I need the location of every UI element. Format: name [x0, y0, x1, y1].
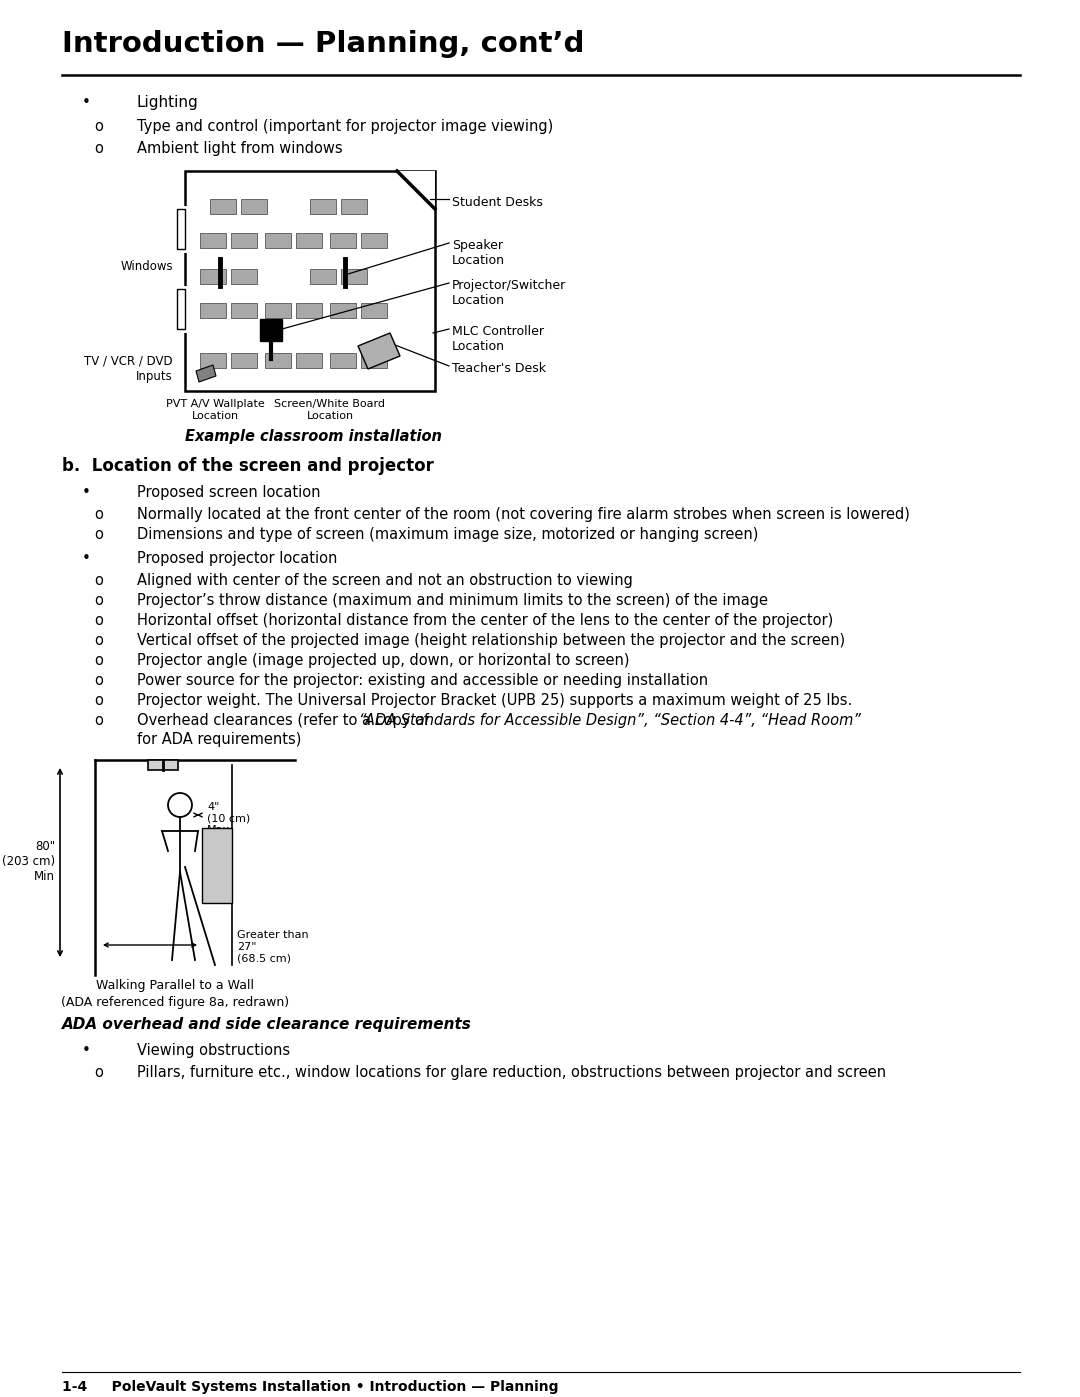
Bar	[177, 289, 185, 330]
Bar	[231, 233, 257, 249]
Text: o: o	[94, 1065, 103, 1080]
Text: Ambient light from windows: Ambient light from windows	[137, 141, 342, 156]
Bar	[210, 198, 237, 214]
Bar	[260, 319, 282, 341]
Bar	[202, 828, 232, 902]
Text: Proposed screen location: Proposed screen location	[137, 485, 321, 500]
Bar	[185, 170, 435, 391]
Text: PVT A/V Wallplate
Location: PVT A/V Wallplate Location	[165, 400, 265, 420]
Text: •: •	[82, 95, 91, 110]
Text: Teacher's Desk: Teacher's Desk	[453, 362, 546, 374]
Text: o: o	[94, 652, 103, 668]
Text: o: o	[94, 693, 103, 708]
Bar	[361, 303, 387, 319]
Text: Introduction — Planning, cont’d: Introduction — Planning, cont’d	[62, 29, 584, 59]
Text: Horizontal offset (horizontal distance from the center of the lens to the center: Horizontal offset (horizontal distance f…	[137, 613, 834, 629]
Bar	[265, 233, 291, 249]
Text: o: o	[94, 592, 103, 608]
Text: Power source for the projector: existing and accessible or needing installation: Power source for the projector: existing…	[137, 673, 708, 687]
Polygon shape	[357, 332, 400, 369]
Text: Projector/Switcher
Location: Projector/Switcher Location	[453, 279, 566, 307]
Polygon shape	[195, 365, 216, 381]
Bar	[361, 353, 387, 367]
Text: (ADA referenced figure 8a, redrawn): (ADA referenced figure 8a, redrawn)	[60, 996, 289, 1009]
Bar	[241, 198, 267, 214]
Text: Projector weight. The Universal Projector Bracket (UPB 25) supports a maximum we: Projector weight. The Universal Projecto…	[137, 693, 852, 708]
Bar	[231, 270, 257, 284]
Bar	[310, 270, 336, 284]
Bar	[296, 353, 322, 367]
Text: for ADA requirements): for ADA requirements)	[137, 732, 301, 747]
Text: •: •	[82, 1044, 91, 1058]
Text: Vertical offset of the projected image (height relationship between the projecto: Vertical offset of the projected image (…	[137, 633, 846, 648]
Text: o: o	[94, 633, 103, 648]
Text: Greater than
27"
(68.5 cm): Greater than 27" (68.5 cm)	[237, 930, 309, 964]
Bar	[296, 233, 322, 249]
Text: Normally located at the front center of the room (not covering fire alarm strobe: Normally located at the front center of …	[137, 507, 909, 522]
Bar	[341, 198, 367, 214]
Text: Type and control (important for projector image viewing): Type and control (important for projecto…	[137, 119, 553, 134]
Text: 1-4     PoleVault Systems Installation • Introduction — Planning: 1-4 PoleVault Systems Installation • Int…	[62, 1380, 558, 1394]
Polygon shape	[397, 170, 435, 210]
Text: Viewing obstructions: Viewing obstructions	[137, 1044, 291, 1058]
Bar	[148, 760, 178, 770]
Text: Student Desks: Student Desks	[453, 196, 543, 210]
Text: Projector’s throw distance (maximum and minimum limits to the screen) of the ima: Projector’s throw distance (maximum and …	[137, 592, 768, 608]
Text: Walking Parallel to a Wall: Walking Parallel to a Wall	[96, 979, 254, 992]
Text: “ADA Standards for Accessible Design”, “Section 4-4”, “Head Room”: “ADA Standards for Accessible Design”, “…	[359, 712, 861, 728]
Bar	[200, 270, 226, 284]
Text: Projector angle (image projected up, down, or horizontal to screen): Projector angle (image projected up, dow…	[137, 652, 630, 668]
Text: Lighting: Lighting	[137, 95, 199, 110]
Bar	[231, 303, 257, 319]
Bar	[200, 233, 226, 249]
Text: o: o	[94, 613, 103, 629]
Bar	[330, 233, 356, 249]
Bar	[361, 233, 387, 249]
Text: b.  Location of the screen and projector: b. Location of the screen and projector	[62, 457, 434, 475]
Text: 4"
(10 cm)
Max: 4" (10 cm) Max	[207, 802, 251, 835]
Bar	[200, 303, 226, 319]
Bar	[231, 353, 257, 367]
Text: o: o	[94, 119, 103, 134]
Circle shape	[168, 793, 192, 817]
Bar	[330, 303, 356, 319]
Bar	[177, 210, 185, 249]
Text: Pillars, furniture etc., window locations for glare reduction, obstructions betw: Pillars, furniture etc., window location…	[137, 1065, 886, 1080]
Bar	[296, 303, 322, 319]
Text: Speaker
Location: Speaker Location	[453, 239, 505, 267]
Text: o: o	[94, 573, 103, 588]
Text: 80"
(203 cm)
Min: 80" (203 cm) Min	[2, 841, 55, 883]
Text: Overhead clearances (refer to a copy of: Overhead clearances (refer to a copy of	[137, 712, 434, 728]
Text: o: o	[94, 141, 103, 156]
Text: •: •	[82, 550, 91, 566]
Text: Proposed projector location: Proposed projector location	[137, 550, 337, 566]
Text: Dimensions and type of screen (maximum image size, motorized or hanging screen): Dimensions and type of screen (maximum i…	[137, 527, 758, 542]
Text: ADA overhead and side clearance requirements: ADA overhead and side clearance requirem…	[62, 1017, 472, 1032]
Text: •: •	[82, 485, 91, 500]
Text: Example classroom installation: Example classroom installation	[185, 429, 442, 444]
Text: o: o	[94, 673, 103, 687]
Text: MLC Controller
Location: MLC Controller Location	[453, 326, 544, 353]
Bar	[265, 303, 291, 319]
Text: o: o	[94, 712, 103, 728]
Text: Screen/White Board
Location: Screen/White Board Location	[274, 400, 386, 420]
Bar	[341, 270, 367, 284]
Bar	[330, 353, 356, 367]
Bar	[200, 353, 226, 367]
Text: Aligned with center of the screen and not an obstruction to viewing: Aligned with center of the screen and no…	[137, 573, 633, 588]
Text: o: o	[94, 527, 103, 542]
Bar	[310, 198, 336, 214]
Text: TV / VCR / DVD
Inputs: TV / VCR / DVD Inputs	[84, 355, 173, 383]
Text: o: o	[94, 507, 103, 522]
Bar	[265, 353, 291, 367]
Text: Windows: Windows	[120, 260, 173, 272]
